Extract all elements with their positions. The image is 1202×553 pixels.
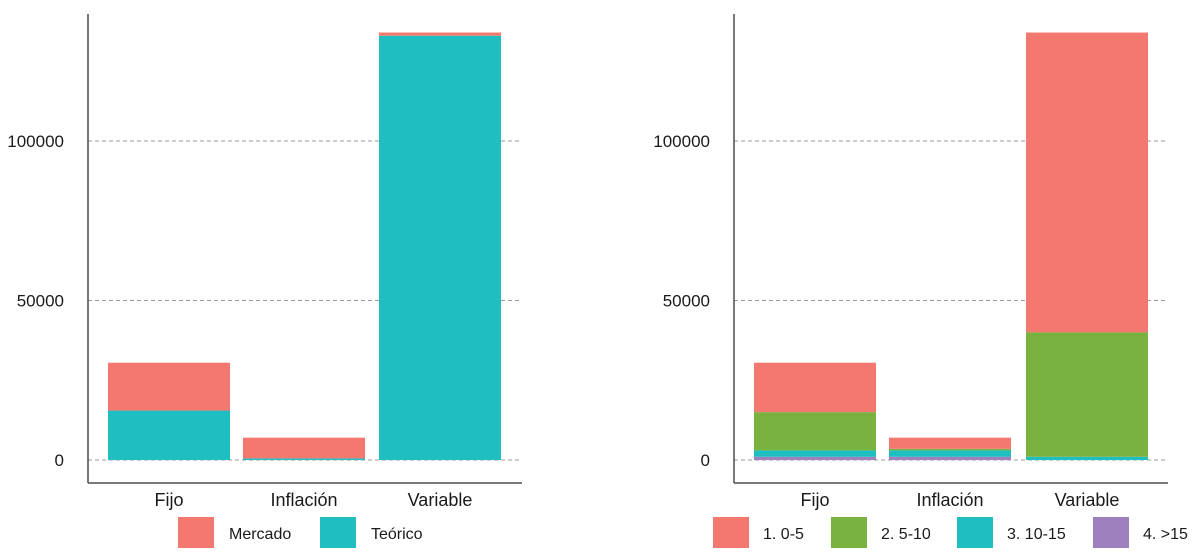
x-tick-label: Variable [408,490,473,510]
y-tick-label: 50000 [663,292,710,311]
bar-segment [1026,456,1148,460]
legend-label: 2. 5-10 [881,526,931,543]
chart-panel-2: 0 50000 100000 Fijo Inflación Variable 1. 0-5 2… [653,14,1188,549]
y-tick-label: 50000 [17,292,64,311]
x-tick-label: Inflación [916,490,983,510]
y-tick-label: 100000 [7,132,64,151]
legend-label: Mercado [229,526,291,543]
bar-segment [889,448,1011,451]
bar-segment [889,456,1011,460]
legend-label: 1. 0-5 [763,526,804,543]
bar-segment [108,362,230,411]
x-tick-label: Inflación [270,490,337,510]
bar-segment [754,450,876,457]
bar-segment [754,456,876,460]
bar-segment [379,35,501,460]
chart-panel-1: 0 50000 100000 Fijo Inflación Variable Mercado… [7,14,522,549]
bar-segment [243,458,365,460]
legend-label: 3. 10-15 [1007,526,1066,543]
legend-swatch [713,517,749,549]
y-tick-label: 0 [55,451,64,470]
bar-segment [108,410,230,460]
x-tick-label: Fijo [154,490,183,510]
legend-swatch [178,517,214,549]
bar-segment [754,412,876,451]
bar-segment [379,32,501,36]
x-tick-label: Fijo [800,490,829,510]
bar-segment [1026,332,1148,457]
bar-segment [754,362,876,413]
bar-segment [889,437,1011,449]
legend-label: 4. >15 [1143,526,1188,543]
legend-swatch [957,517,993,549]
bar-segment [243,437,365,459]
bar-segment [1026,32,1148,333]
y-tick-label: 100000 [653,132,710,151]
legend-swatch [831,517,867,549]
legend-swatch [1093,517,1129,549]
y-tick-label: 0 [701,451,710,470]
legend-label: Teórico [371,526,423,543]
bar-segment [889,450,1011,457]
x-tick-label: Variable [1055,490,1120,510]
legend-swatch [320,517,356,549]
